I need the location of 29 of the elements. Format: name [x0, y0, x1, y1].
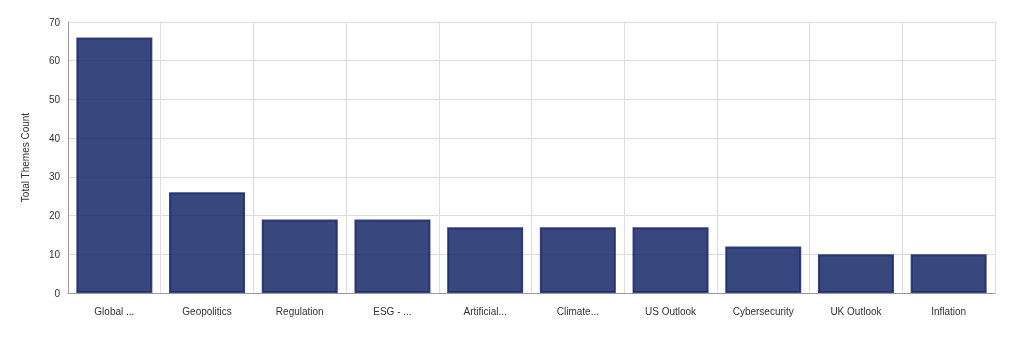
x-tick-label: Global ... — [94, 305, 135, 317]
y-tick-label: 0 — [54, 287, 61, 299]
x-tick-label: US Outlook — [644, 305, 698, 317]
bar — [632, 227, 709, 293]
x-tick-label: Geopolitics — [182, 305, 232, 317]
y-axis-title: Total Themes Count — [19, 112, 31, 203]
x-tick-label: Regulation — [275, 305, 324, 317]
x-tick-label: Artificial... — [463, 305, 507, 317]
bar — [910, 254, 987, 293]
y-tick-label: 20 — [48, 210, 61, 222]
y-tick-label: 70 — [48, 16, 61, 28]
bar — [539, 227, 616, 293]
bar — [76, 37, 153, 293]
x-tick-label: Cybersecurity — [732, 305, 794, 317]
x-tick-label: Climate... — [556, 305, 599, 317]
bar — [725, 246, 802, 293]
x-tick-label: Inflation — [931, 305, 967, 317]
y-tick-label: 60 — [48, 55, 61, 67]
bar — [261, 219, 338, 293]
bar — [447, 227, 524, 293]
bar — [817, 254, 894, 293]
y-tick-label: 10 — [48, 248, 61, 260]
x-tick-label: UK Outlook — [830, 305, 883, 317]
bar — [354, 219, 431, 293]
y-tick-label: 40 — [48, 132, 61, 144]
x-tick-label: ESG - ... — [373, 305, 412, 317]
bar — [169, 192, 246, 293]
y-tick-label: 30 — [48, 171, 61, 183]
y-tick-label: 50 — [48, 93, 61, 105]
